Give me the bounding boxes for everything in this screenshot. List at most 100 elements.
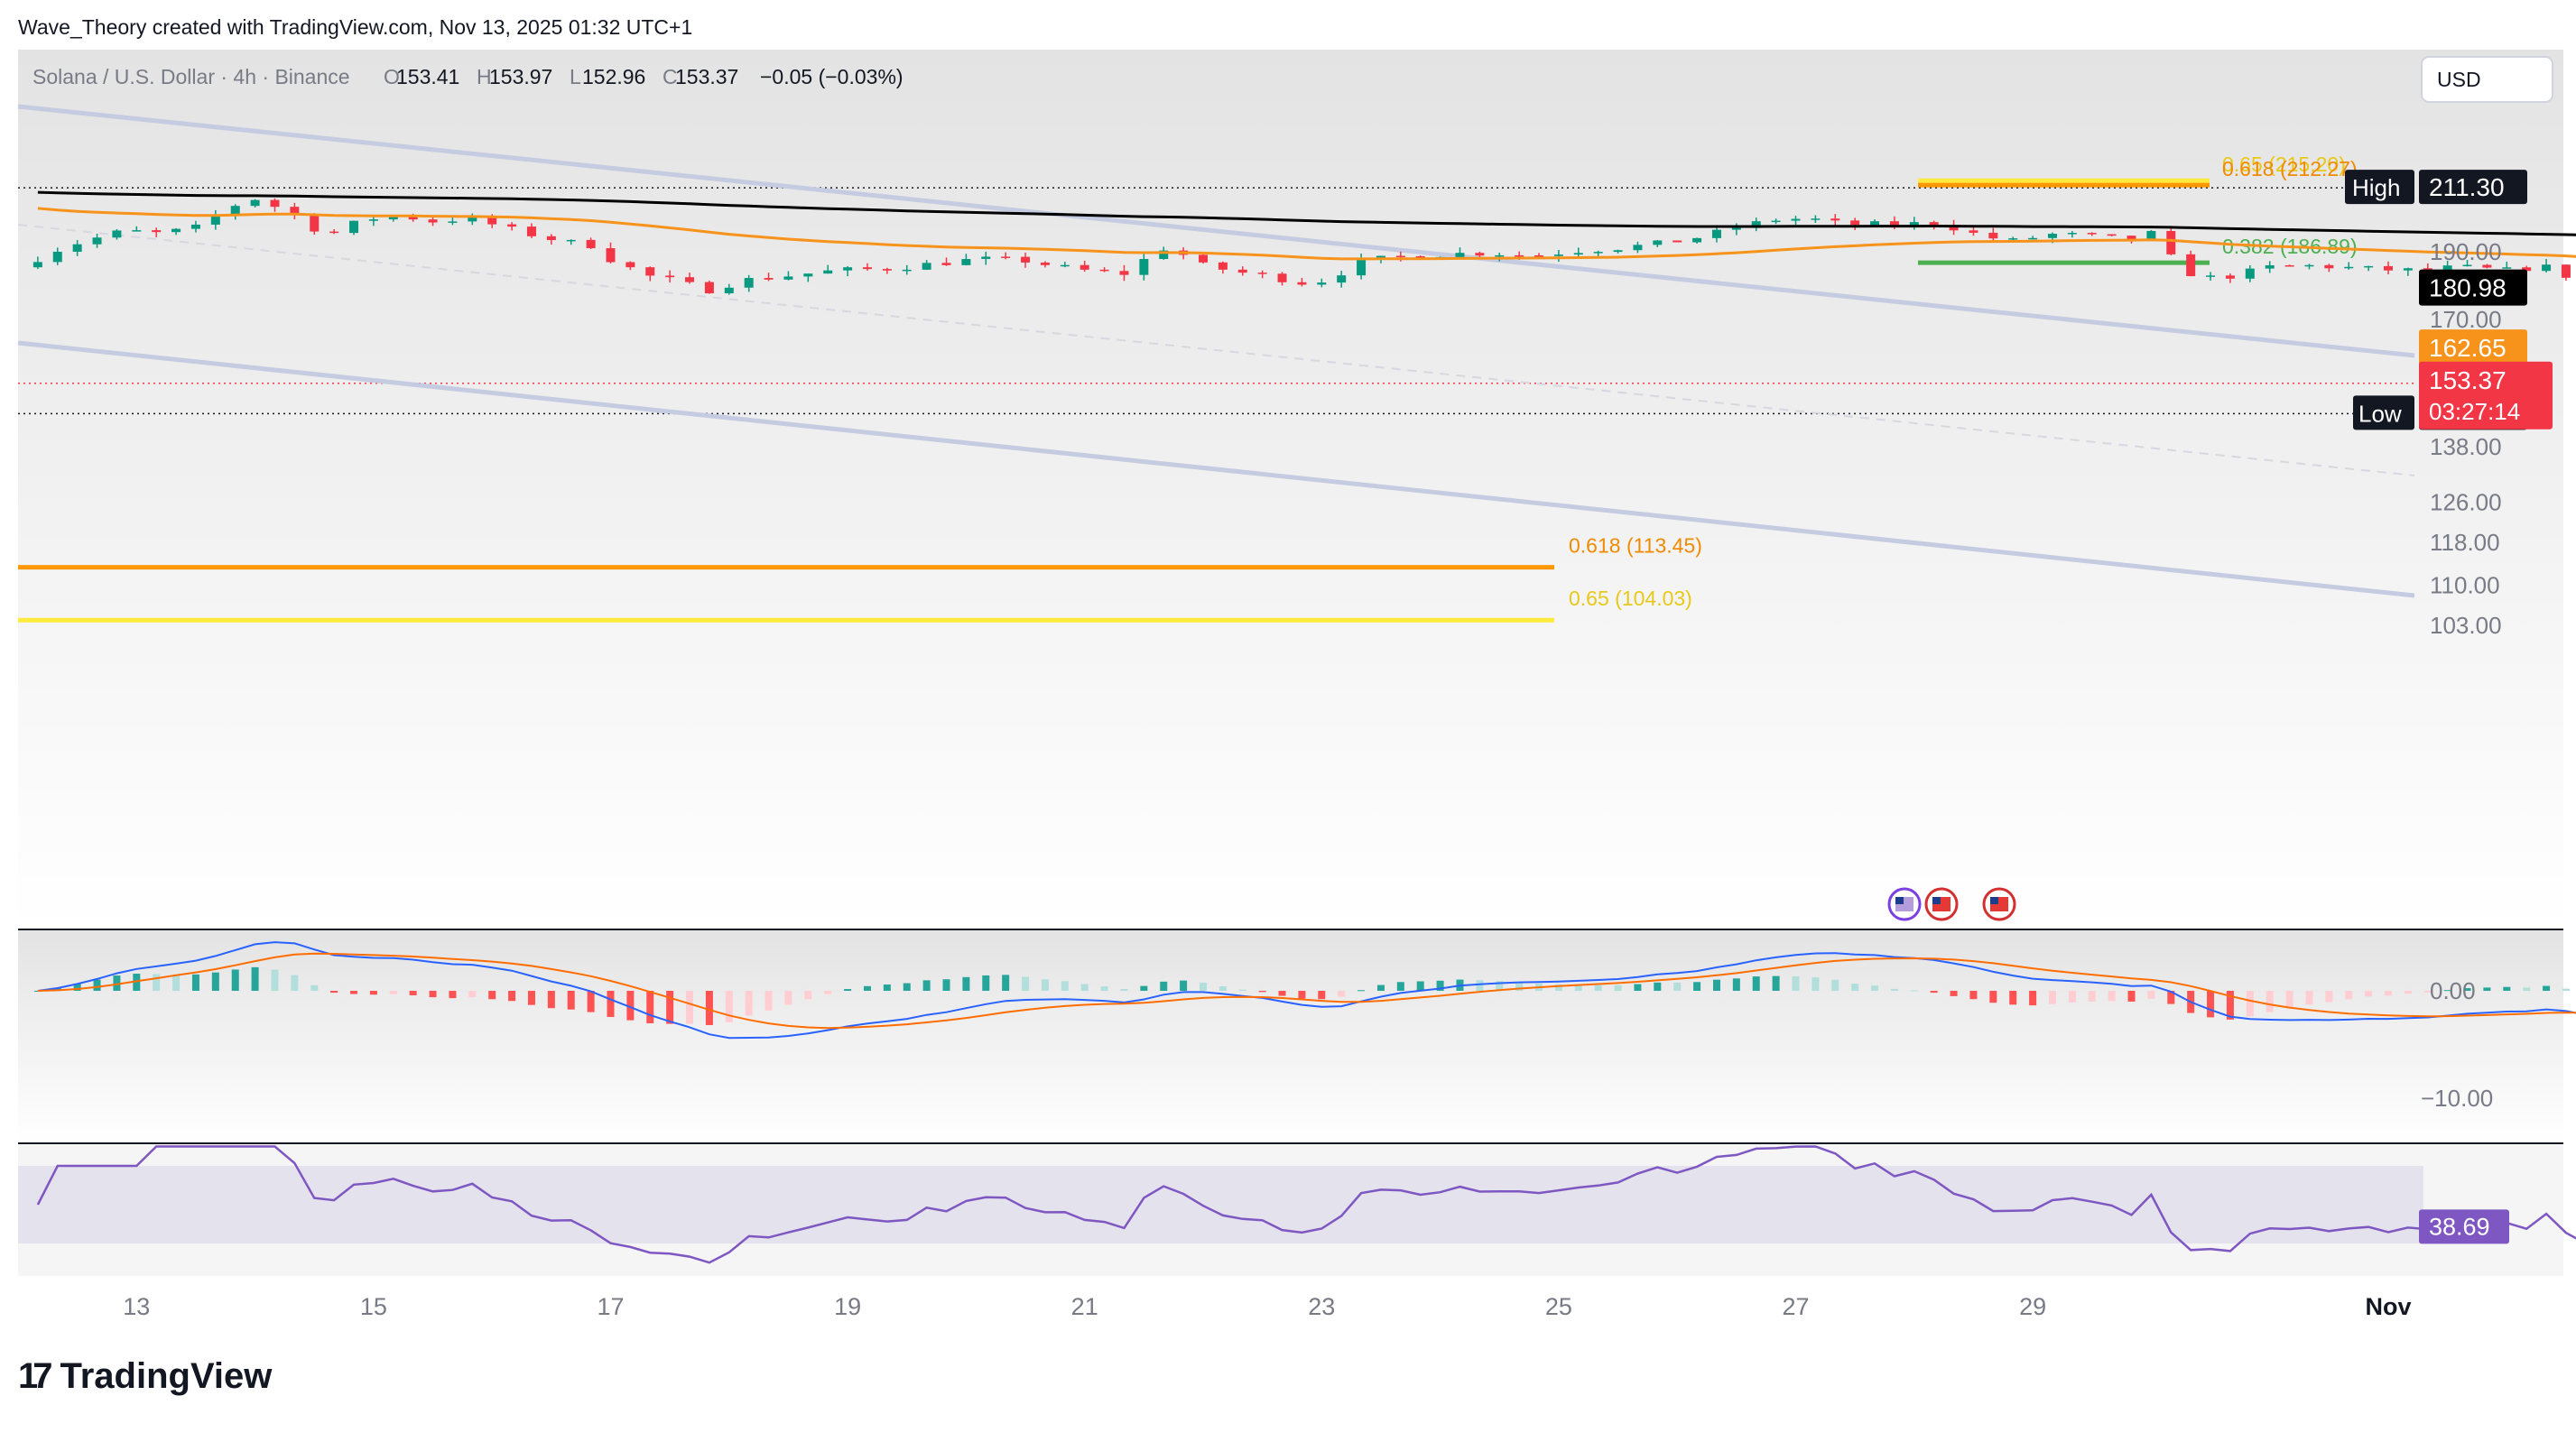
candle-body bbox=[1711, 229, 1721, 238]
candle-body bbox=[1139, 259, 1149, 275]
macd-histogram-bar bbox=[1200, 982, 1207, 991]
macd-histogram-bar bbox=[1654, 982, 1662, 991]
candle-body bbox=[1218, 262, 1228, 270]
price-pane bbox=[18, 50, 2563, 928]
macd-histogram-bar bbox=[211, 972, 219, 991]
candle-body bbox=[1653, 240, 1663, 245]
macd-histogram-bar bbox=[291, 975, 299, 991]
ohlc-value: 153.97 bbox=[489, 65, 552, 88]
candle-body bbox=[1495, 254, 1505, 257]
macd-histogram-bar bbox=[804, 991, 812, 1000]
candle-body bbox=[882, 269, 892, 271]
candle-body bbox=[2245, 268, 2255, 279]
x-axis-tick-label: 27 bbox=[1782, 1293, 1809, 1320]
macd-histogram-bar bbox=[271, 969, 279, 991]
price-change: −0.05 (−0.03%) bbox=[760, 65, 903, 88]
candle-body bbox=[783, 276, 793, 280]
macd-histogram-bar bbox=[1140, 985, 1148, 991]
candle-body bbox=[349, 220, 359, 234]
candle-body bbox=[2107, 234, 2117, 236]
candle-body bbox=[2225, 275, 2235, 279]
macd-histogram-bar bbox=[73, 984, 81, 991]
macd-histogram-bar bbox=[2246, 991, 2254, 1017]
candle-body bbox=[1692, 237, 1702, 243]
ohlc-key: H bbox=[477, 65, 492, 88]
y-axis-tick-label: 103.00 bbox=[2430, 612, 2502, 639]
macd-histogram-bar bbox=[547, 991, 555, 1009]
macd-tick-label: −10.00 bbox=[2421, 1085, 2493, 1112]
macd-histogram-bar bbox=[508, 991, 516, 1002]
macd-histogram-bar bbox=[1969, 991, 1978, 1000]
event-icons[interactable] bbox=[1887, 887, 2016, 921]
brand[interactable]: 17 TradingView bbox=[18, 1356, 272, 1397]
candle-body bbox=[1811, 218, 1821, 220]
macd-histogram-bar bbox=[2483, 987, 2491, 991]
rsi-value: 38.69 bbox=[2429, 1213, 2490, 1240]
macd-histogram-bar bbox=[1594, 984, 1602, 991]
candle-body bbox=[704, 282, 714, 294]
macd-histogram-bar bbox=[1376, 984, 1385, 991]
candle-body bbox=[2028, 237, 2038, 240]
candle-body bbox=[1771, 220, 1781, 223]
candle-body bbox=[606, 248, 616, 263]
candle-body bbox=[1534, 254, 1544, 257]
macd-histogram-bar bbox=[1712, 979, 1720, 991]
fib-level-label: 0.65 (215.20) bbox=[2222, 153, 2346, 176]
currency-button[interactable]: USD bbox=[2421, 56, 2553, 103]
candle-body bbox=[310, 214, 320, 232]
candle-body bbox=[922, 263, 931, 270]
candle-body bbox=[1613, 250, 1623, 253]
low-label: Low bbox=[2358, 400, 2402, 427]
candle-body bbox=[2403, 268, 2413, 271]
candle-body bbox=[2304, 264, 2314, 267]
macd-histogram-bar bbox=[2305, 991, 2313, 1005]
candle-body bbox=[1021, 256, 1031, 263]
ohlc-value: 153.41 bbox=[396, 65, 459, 88]
macd-histogram-bar bbox=[449, 991, 457, 999]
brand-name: TradingView bbox=[60, 1356, 273, 1396]
macd-histogram-bar bbox=[488, 991, 496, 1000]
macd-histogram-bar bbox=[1614, 984, 1622, 991]
candle-body bbox=[1988, 232, 1998, 239]
macd-histogram-bar bbox=[2147, 991, 2155, 999]
channel-lower-line bbox=[17, 340, 2415, 598]
macd-histogram-bar bbox=[2423, 991, 2432, 993]
macd-histogram-bar bbox=[330, 991, 338, 994]
macd-histogram-bar bbox=[903, 983, 911, 991]
candle-body bbox=[1515, 254, 1524, 257]
macd-histogram-bar bbox=[133, 974, 141, 991]
candle-body bbox=[2423, 268, 2432, 270]
macd-histogram-bar bbox=[429, 991, 437, 998]
macd-histogram-bar bbox=[231, 969, 239, 991]
macd-histogram-bar bbox=[2108, 991, 2116, 1002]
macd-pane bbox=[18, 929, 2563, 1142]
macd-histogram-bar bbox=[646, 991, 654, 1023]
macd-histogram-bar bbox=[1160, 981, 1168, 991]
y-axis-tick-label: 110.00 bbox=[2430, 572, 2500, 599]
candle-body bbox=[52, 252, 62, 263]
macd-histogram-bar bbox=[1752, 976, 1760, 991]
candle-body bbox=[1337, 275, 1347, 283]
macd-histogram-bar bbox=[1258, 991, 1266, 993]
tradingview-logo-icon: 17 bbox=[18, 1356, 52, 1396]
symbol-title[interactable]: Solana / U.S. Dollar · 4h · Binance bbox=[32, 65, 350, 88]
candle-body bbox=[1929, 222, 1939, 226]
macd-histogram-bar bbox=[389, 991, 397, 994]
macd-histogram-bar bbox=[705, 991, 713, 1025]
candle-body bbox=[1731, 227, 1741, 230]
macd-histogram-bar bbox=[2463, 988, 2471, 991]
candle-body bbox=[2502, 267, 2512, 269]
candle-body bbox=[1455, 253, 1465, 257]
macd-histogram-bar bbox=[745, 991, 753, 1016]
high-value-tag bbox=[2419, 170, 2527, 205]
candle-body bbox=[1909, 222, 1919, 226]
candle-body bbox=[1237, 269, 1247, 273]
macd-histogram-bar bbox=[33, 991, 42, 992]
candle-body bbox=[1870, 221, 1880, 226]
candle-body bbox=[2087, 233, 2097, 235]
candle-body bbox=[981, 256, 991, 260]
candle-body bbox=[448, 221, 458, 223]
x-axis-tick-label: 25 bbox=[1545, 1293, 1572, 1320]
candle-body bbox=[2166, 230, 2176, 254]
